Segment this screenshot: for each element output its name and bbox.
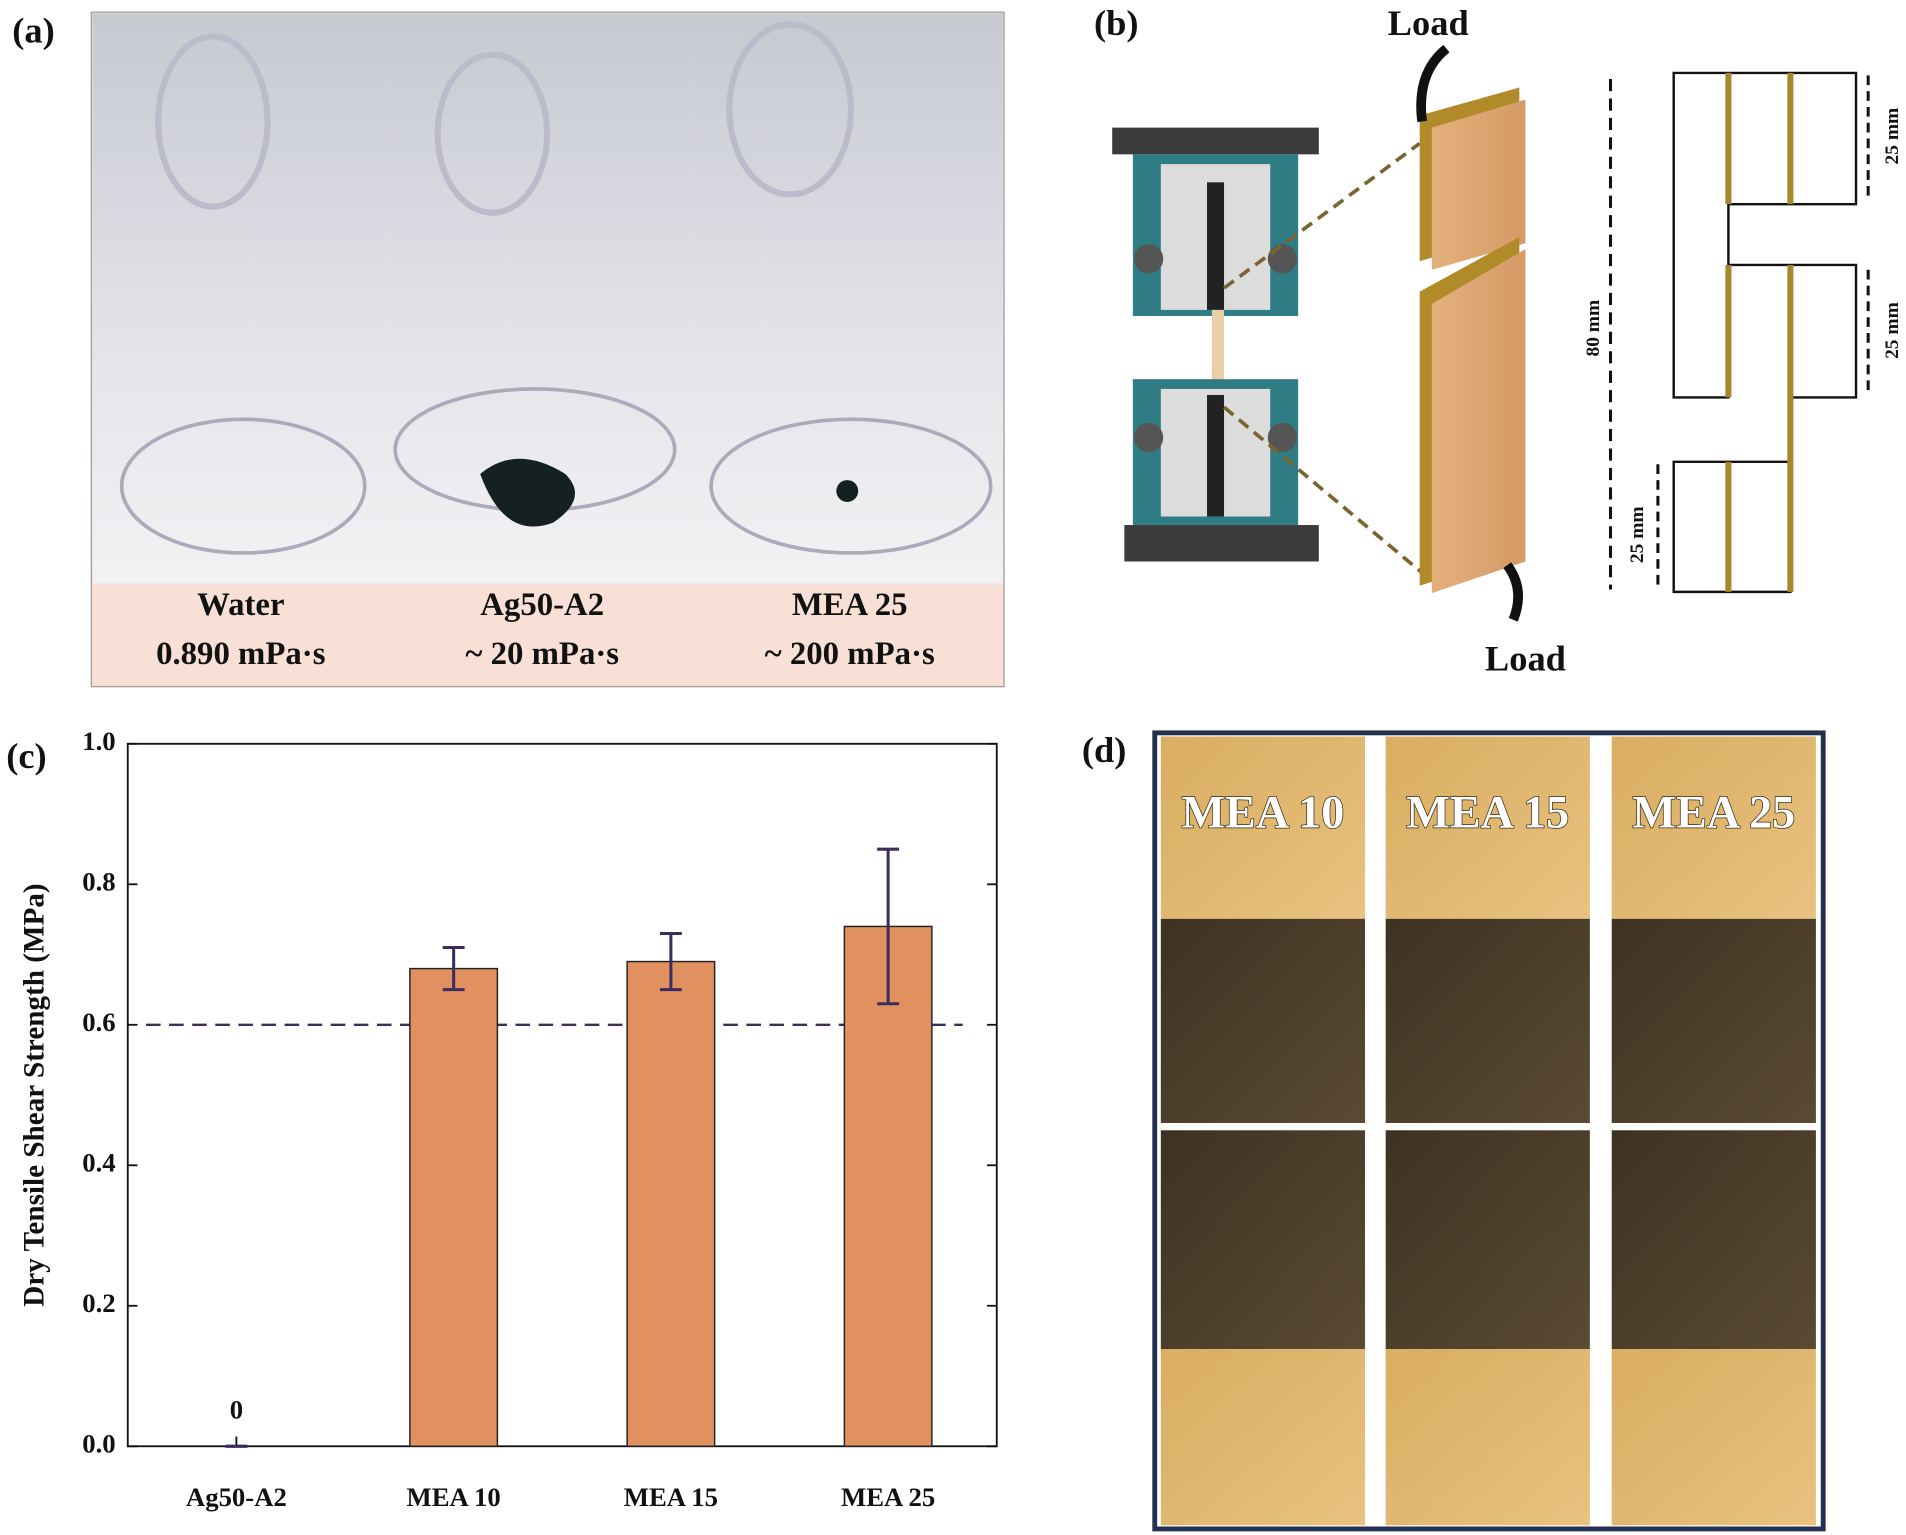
sample-label: MEA 25 [1632,786,1795,837]
viscosity: ~ 200 mPa·s [765,636,935,672]
board [1431,99,1526,270]
sample-label: MEA 10 [1181,786,1344,837]
panel-label: (a) [12,10,55,50]
dim-label: 25 mm [1627,506,1648,563]
sample-name: Ag50-A2 [480,587,604,623]
sample-name: Water [197,587,284,623]
dish [119,417,367,555]
clamp [1207,182,1225,310]
adherend [1672,71,1858,399]
y-tick-label: 0.0 [82,1428,115,1458]
wood-bottom [1160,1349,1366,1526]
beaker [434,51,551,216]
dish [709,417,993,555]
value-label: 0 [230,1394,243,1424]
wood-dark [1385,1130,1590,1350]
y-tick-label: 1.0 [82,726,115,756]
sample-label: MEA 15 [1406,786,1569,837]
wood-dark [1160,918,1366,1123]
wood-dark [1160,1130,1366,1350]
machine-base [1124,525,1319,562]
wood-dark [1611,918,1816,1123]
dim-label: 25 mm [1882,108,1903,165]
load-label: Load [1388,3,1469,43]
knob [1134,422,1164,453]
beaker [155,33,271,210]
axes-frame [126,742,998,1448]
viscosity: ~ 20 mPa·s [465,636,619,672]
bar [626,960,716,1448]
panel-label: (c) [6,736,46,776]
adhesive [1725,72,1794,592]
panel-b [1112,44,1870,622]
x-tick-label: MEA 10 [407,1482,501,1512]
ink-blob [480,458,576,527]
wood-top [1611,736,1816,919]
photo-water [92,13,390,584]
wood-top [1160,736,1366,919]
load-arrow [1503,562,1523,622]
wood-bottom [1385,1349,1590,1526]
knob [1267,244,1297,274]
panel-label: (b) [1094,3,1139,43]
dim-label: 25 mm [1882,302,1903,359]
beaker [726,21,854,198]
y-axis-label: Dry Tensile Shear Strength (MPa) [18,883,50,1306]
board [1431,249,1526,594]
zoom-line [1222,141,1434,583]
y-tick-label: 0.6 [82,1007,115,1037]
panel-label: (d) [1082,730,1127,770]
panel-d: MEA 10 MEA 15 MEA 25 [1152,730,1826,1532]
wood-top [1385,736,1590,919]
dim-label: 80 mm [1583,300,1604,357]
y-tick-label: 0.2 [82,1288,115,1318]
knob [1134,244,1164,274]
knob [1267,422,1297,453]
x-tick-label: MEA 15 [624,1482,718,1512]
y-tick-label: 0.8 [82,866,115,896]
bar [843,925,933,1448]
x-tick-label: Ag50-A2 [186,1482,287,1512]
y-tick-label: 0.4 [82,1147,115,1177]
load-label: Load [1485,639,1566,679]
wood-dark [1385,918,1590,1123]
machine-plate [1112,127,1319,155]
ink-drop [836,480,859,502]
load-arrow [1416,44,1450,123]
wood-bottom [1611,1349,1816,1526]
sample-name: MEA 25 [792,587,908,623]
clamp [1207,394,1225,517]
x-tick-label: MEA 25 [841,1482,935,1512]
viscosity: 0.890 mPa·s [156,636,325,672]
panel-a [90,11,1005,688]
wood-dark [1611,1130,1816,1350]
dim-line [1656,75,1870,590]
bar [409,967,499,1448]
